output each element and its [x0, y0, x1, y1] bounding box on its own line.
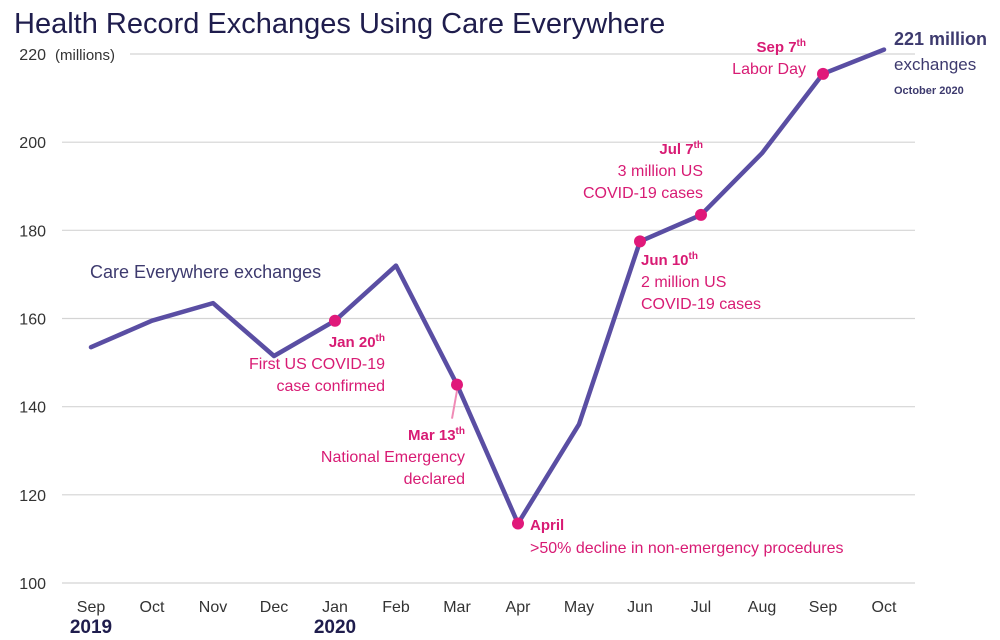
x-tick-label: Sep: [809, 599, 838, 616]
y-tick-label: 100: [19, 576, 46, 593]
y-tick-label: 120: [19, 488, 46, 505]
event-markers: [329, 67, 829, 530]
final-unit: exchanges: [894, 55, 976, 74]
series-line: [88, 47, 887, 526]
annotation-head: Mar 13th: [408, 426, 465, 444]
event-marker: [329, 314, 341, 327]
mar13-leader-line: [451, 390, 458, 419]
y-tick-label: 200: [19, 135, 46, 152]
x-tick-label: Jun: [627, 599, 653, 616]
x-tick-label: Aug: [748, 599, 776, 616]
annotation-text: 2 million US: [641, 274, 726, 291]
annotation-text: >50% decline in non-emergency procedures: [530, 540, 844, 557]
year-label: 2020: [314, 617, 356, 638]
annotation: Jul 7th 3 million US COVID-19 cases: [583, 140, 703, 202]
x-tick-label: Oct: [140, 599, 165, 616]
annotations: Jan 20th First US COVID-19 case confirmed M…: [249, 38, 844, 557]
final-value: 221 million: [894, 29, 987, 49]
annotation-text: COVID-19 cases: [583, 185, 703, 202]
annotation-head: Jan 20th: [329, 333, 385, 351]
annotation-text: National Emergency: [321, 449, 465, 466]
x-tick-label: Oct: [872, 599, 897, 616]
annotation-text: Labor Day: [732, 61, 806, 78]
annotation-text: First US COVID-19: [249, 356, 385, 373]
y-tick-label: 220: [19, 47, 46, 64]
x-axis: Sep Oct Nov Dec Jan Feb Mar Apr May Jun Jul Aug Sep O…: [70, 599, 897, 638]
annotation-head: Jun 10th: [641, 251, 698, 269]
annotation: Sep 7th Labor Day: [732, 38, 806, 78]
series-label: Care Everywhere exchanges: [90, 262, 321, 282]
annotation: Mar 13th National Emergency declared: [321, 426, 465, 488]
x-tick-label: Nov: [199, 599, 227, 616]
event-marker: [695, 208, 707, 221]
x-tick-label: Jul: [691, 599, 711, 616]
event-marker: [817, 67, 829, 80]
annotation-text: COVID-19 cases: [641, 296, 761, 313]
event-marker: [634, 235, 646, 248]
annotation: April >50% decline in non-emergency proce…: [530, 517, 844, 557]
x-tick-label: Feb: [382, 599, 410, 616]
event-marker: [451, 378, 463, 391]
annotation: Jan 20th First US COVID-19 case confirmed: [249, 333, 385, 395]
x-tick-label: Sep: [77, 599, 106, 616]
x-tick-label: Mar: [443, 599, 471, 616]
annotation-head: April: [530, 517, 564, 534]
x-tick-label: Jan: [322, 599, 348, 616]
annotation-text: 3 million US: [618, 163, 703, 180]
annotation-text: declared: [404, 471, 465, 488]
year-label: 2019: [70, 617, 112, 638]
annotation-text: case confirmed: [277, 378, 386, 395]
annotation: Jun 10th 2 million US COVID-19 cases: [641, 251, 761, 313]
y-tick-label: 180: [19, 223, 46, 240]
final-value-label: 221 million exchanges October 2020: [894, 29, 987, 97]
y-unit-label: (millions): [55, 47, 115, 64]
grid: [62, 53, 915, 584]
x-tick-label: Dec: [260, 599, 288, 616]
chart-title: Health Record Exchanges Using Care Every…: [14, 8, 665, 40]
annotation-head: Jul 7th: [659, 140, 703, 158]
x-tick-label: May: [564, 599, 594, 616]
annotation-head: Sep 7th: [757, 38, 806, 56]
y-tick-label: 160: [19, 312, 46, 329]
final-date: October 2020: [894, 85, 964, 97]
x-tick-label: Apr: [506, 599, 532, 616]
event-marker: [512, 517, 524, 530]
y-tick-label: 140: [19, 400, 46, 417]
y-axis: 100 120 140 160 180 200 220: [19, 47, 46, 593]
